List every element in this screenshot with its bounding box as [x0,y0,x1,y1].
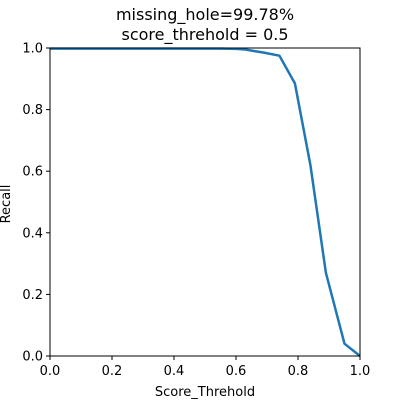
x-tick-label: 0.4 [164,364,185,379]
chart-title: missing_hole=99.78% [116,5,294,25]
x-axis-label: Score_Threhold [155,385,255,400]
chart-subtitle: score_threhold = 0.5 [121,25,288,45]
y-tick-label: 0.0 [22,350,43,365]
x-tick-label: 0.0 [40,364,61,379]
axes-frame [49,47,361,357]
y-tick-label: 0.2 [22,288,43,303]
x-tick-label: 0.2 [102,364,123,379]
y-tick-label: 1.0 [22,42,43,57]
y-tick-label: 0.4 [22,226,43,241]
y-axis-label: Recall [0,185,14,224]
x-tick-label: 0.6 [226,364,247,379]
series-line-0 [50,47,361,357]
x-tick-label: 1.0 [350,364,371,379]
x-tick-label: 0.8 [288,364,309,379]
x-axis-ticks: 0.0 0.2 0.4 0.6 0.8 1.0 [40,356,371,379]
plot-area [49,47,361,357]
y-tick-label: 0.6 [22,165,43,180]
y-tick-label: 0.8 [22,103,43,118]
y-axis-ticks: 0.0 0.2 0.4 0.6 0.8 1.0 [22,42,50,365]
